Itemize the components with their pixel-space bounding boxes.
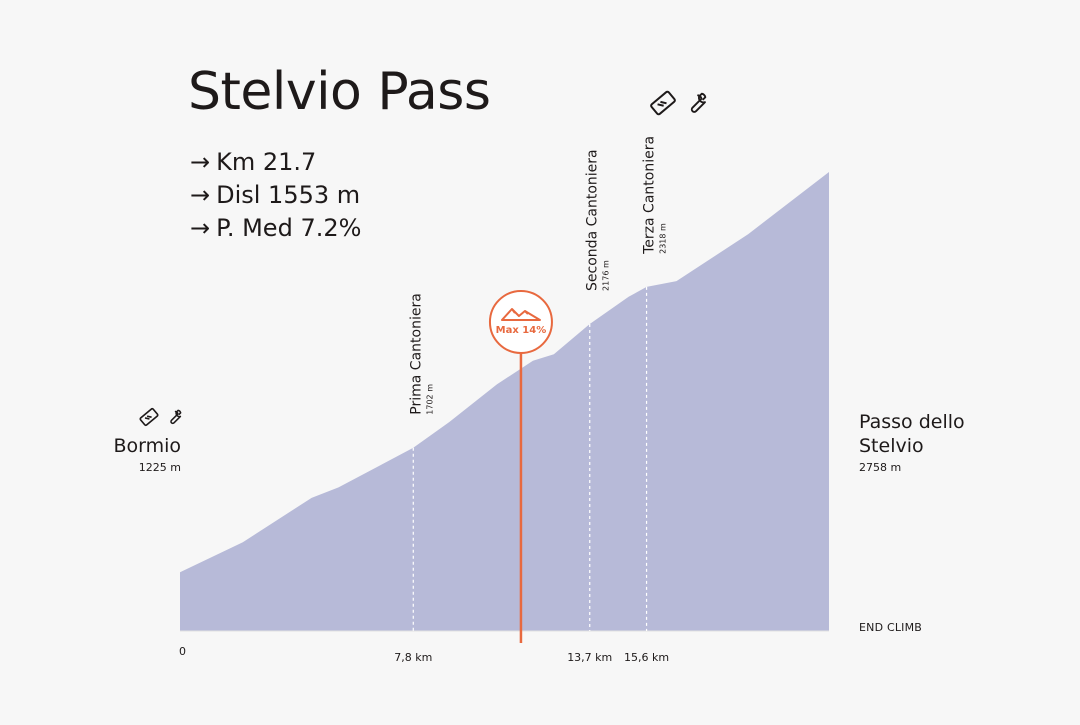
waypoint-name-label: Terza Cantoniera	[642, 136, 658, 255]
max-gradient-label: Max 14%	[496, 325, 547, 336]
waypoint-elevation-label: 2318 m	[659, 223, 668, 254]
stat-distance: → Km 21.7	[190, 148, 317, 176]
start-elevation: 1225 m	[138, 461, 181, 474]
x-tick-label: 13,7 km	[567, 651, 612, 664]
ticket-icon	[138, 406, 160, 428]
stat-average-gradient: → P. Med 7.2%	[190, 214, 362, 242]
max-gradient-badge	[488, 290, 553, 354]
end-elevation: 2758 m	[859, 461, 902, 474]
wrench-icon	[682, 89, 710, 117]
mountain-icon	[500, 308, 541, 321]
waypoint-name-label: Seconda Cantoniera	[585, 149, 601, 291]
end-location-name: Passo dello Stelvio	[859, 411, 965, 457]
ticket-icon	[648, 88, 678, 118]
wrench-icon	[164, 407, 184, 427]
waypoint-elevation-label: 2176 m	[602, 260, 611, 291]
climb-stats: → Km 21.7 → Disl 1553 m → P. Med 7.2%	[190, 146, 361, 245]
page-title: Stelvio Pass	[188, 62, 491, 122]
start-services	[138, 406, 184, 428]
waypoint-name-label: Prima Cantoniera	[408, 293, 424, 415]
waypoint-elevation-label: 1702 m	[425, 384, 434, 415]
start-location-name: Bormio	[113, 435, 181, 457]
stat-elevation-gain: → Disl 1553 m	[190, 181, 361, 209]
x-tick-label-start: 0	[179, 645, 186, 658]
terza-services	[648, 88, 710, 118]
elevation-profile-area	[180, 172, 829, 631]
end-climb-label: END CLIMB	[859, 621, 923, 634]
x-tick-label: 7,8 km	[394, 651, 432, 664]
x-tick-label: 15,6 km	[624, 651, 669, 664]
